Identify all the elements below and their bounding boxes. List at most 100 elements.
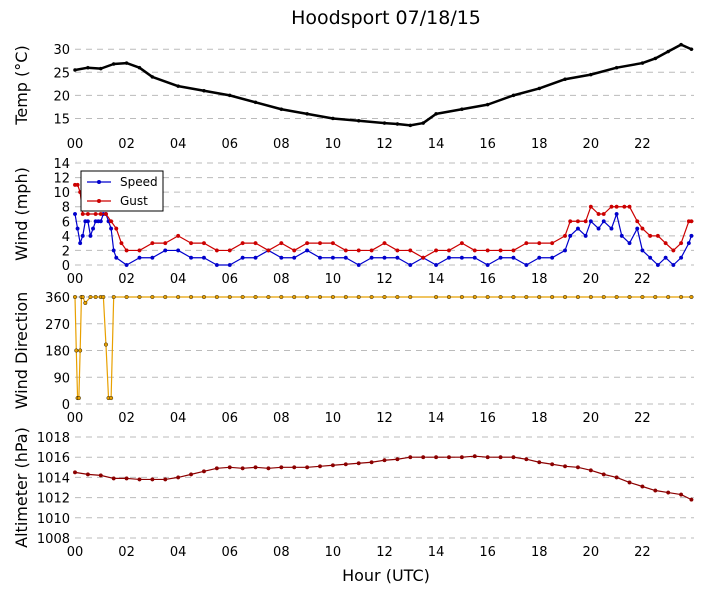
data-point-wind: [189, 241, 194, 246]
data-point-wind: [227, 263, 232, 268]
data-point-direction: [103, 342, 108, 347]
data-point-direction: [74, 348, 79, 353]
data-point-wind: [395, 255, 400, 260]
data-point-altimeter: [343, 462, 348, 467]
data-point-direction: [472, 295, 477, 300]
data-point-direction: [601, 295, 606, 300]
data-point-temp: [331, 116, 335, 121]
x-tick-label-temp: 08: [273, 137, 290, 152]
data-point-direction: [76, 396, 81, 401]
x-tick-label-wind: 02: [118, 272, 135, 287]
data-point-direction: [93, 295, 98, 300]
y-tick-label-wind: 4: [62, 230, 70, 245]
data-point-direction: [575, 295, 580, 300]
data-point-temp: [227, 93, 232, 98]
data-point-wind: [575, 226, 580, 231]
data-point-wind: [648, 255, 653, 260]
data-point-altimeter: [679, 492, 684, 497]
data-point-altimeter: [446, 455, 451, 460]
data-point-altimeter: [472, 454, 477, 459]
data-point-wind: [163, 241, 168, 246]
y-tick-label-wind: 12: [53, 172, 70, 187]
y-tick-label-wind: 2: [62, 244, 70, 259]
data-point-wind: [408, 248, 413, 253]
data-point-wind: [689, 219, 694, 224]
data-point-wind: [686, 241, 691, 246]
data-point-wind: [75, 182, 80, 187]
x-tick-label-altimeter: 00: [67, 545, 84, 560]
data-point-direction: [279, 295, 284, 300]
data-point-wind: [124, 263, 129, 268]
data-point-altimeter: [111, 476, 116, 481]
data-point-direction: [627, 295, 632, 300]
data-point-direction: [679, 295, 684, 300]
data-point-direction: [459, 295, 464, 300]
data-point-altimeter: [614, 475, 619, 480]
data-point-temp: [689, 47, 694, 52]
data-point-altimeter: [305, 465, 310, 470]
series-line-temp-0: [74, 43, 692, 127]
data-point-wind: [103, 211, 108, 216]
data-point-direction: [78, 348, 83, 353]
data-point-direction: [240, 295, 245, 300]
data-point-wind: [88, 233, 93, 238]
data-point-wind: [318, 255, 323, 260]
data-point-wind: [114, 255, 119, 260]
data-point-altimeter: [459, 455, 464, 460]
data-point-altimeter: [292, 465, 297, 470]
x-tick-label-altimeter: 14: [428, 545, 445, 560]
data-point-wind: [163, 248, 168, 253]
data-point-wind: [524, 263, 529, 268]
data-point-wind: [648, 233, 653, 238]
data-point-wind: [98, 219, 103, 224]
series-line-altimeter-0: [74, 455, 692, 501]
data-point-wind: [655, 263, 660, 268]
data-point-wind: [601, 211, 606, 216]
data-point-temp: [305, 112, 309, 116]
data-point-altimeter: [421, 455, 426, 460]
y-axis-label-wind: Wind (mph): [12, 167, 31, 261]
data-point-direction: [292, 295, 297, 300]
data-point-wind: [563, 248, 568, 253]
data-point-altimeter: [395, 457, 400, 462]
y-tick-label-altimeter: 1014: [37, 471, 70, 486]
x-tick-label-altimeter: 16: [479, 545, 496, 560]
data-point-altimeter: [98, 473, 103, 478]
data-point-altimeter: [176, 475, 181, 480]
y-tick-label-direction: 180: [45, 345, 70, 360]
data-point-wind: [85, 211, 90, 216]
data-point-direction: [653, 295, 658, 300]
data-point-altimeter: [330, 463, 335, 468]
data-point-altimeter: [318, 464, 323, 469]
data-point-wind: [485, 248, 490, 253]
data-point-wind: [640, 226, 645, 231]
x-tick-label-temp: 14: [428, 137, 445, 152]
panel-direction: 0 90 180 270 360 Wind Direction 00 02 04 06 08 10 12…: [12, 291, 694, 426]
data-point-direction: [434, 295, 439, 300]
x-tick-label-wind: 16: [479, 272, 496, 287]
data-point-temp: [421, 121, 425, 125]
data-point-wind: [119, 241, 124, 246]
data-point-wind: [114, 226, 119, 231]
data-point-wind: [679, 255, 684, 260]
y-tick-label-temp: 20: [53, 89, 70, 104]
data-point-wind: [330, 241, 335, 246]
data-point-temp: [408, 123, 413, 128]
data-point-direction: [550, 295, 555, 300]
data-point-altimeter: [253, 465, 258, 470]
data-point-wind: [550, 241, 555, 246]
data-point-temp: [176, 84, 180, 88]
x-tick-label-direction: 18: [531, 411, 548, 426]
data-point-wind: [305, 248, 310, 253]
data-point-altimeter: [550, 462, 555, 467]
data-point-temp: [137, 65, 142, 70]
x-tick-label-direction: 06: [221, 411, 238, 426]
legend-label-0: Speed: [120, 175, 158, 189]
data-point-altimeter: [563, 464, 568, 469]
data-point-wind: [588, 204, 593, 209]
data-point-altimeter: [227, 465, 232, 470]
data-point-altimeter: [72, 470, 77, 475]
data-point-wind: [671, 263, 676, 268]
